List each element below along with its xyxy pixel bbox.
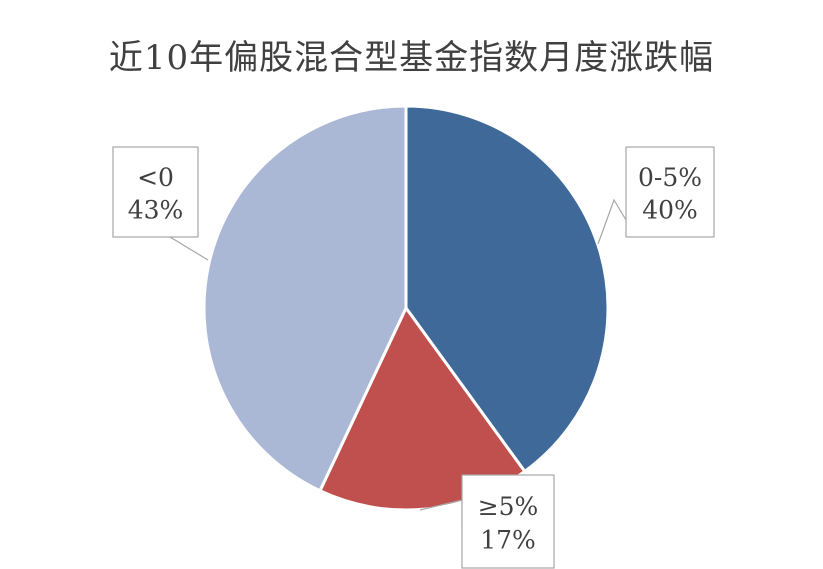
slice-category-label: <0: [137, 163, 174, 192]
pie-slice: [404, 104, 610, 473]
callout-box: [112, 146, 199, 238]
callout-box: [625, 146, 715, 238]
callout-box: [461, 474, 555, 569]
slice-percent-label: 17%: [480, 525, 536, 554]
chart-title: 近10年偏股混合型基金指数月度涨跌幅: [108, 38, 715, 78]
data-callout: <043%: [112, 146, 209, 261]
data-callout: ≥5%17%: [419, 474, 555, 569]
slice-percent-label: 43%: [128, 195, 184, 224]
slice-category-label: ≥5%: [478, 492, 539, 521]
callout-leader-line: [597, 198, 627, 245]
pie-slice: [202, 104, 408, 493]
slice-category-label: 0-5%: [638, 163, 702, 192]
data-callout: 0-5% 40%: [597, 146, 715, 245]
slice-percent-label: 40%: [642, 195, 698, 224]
